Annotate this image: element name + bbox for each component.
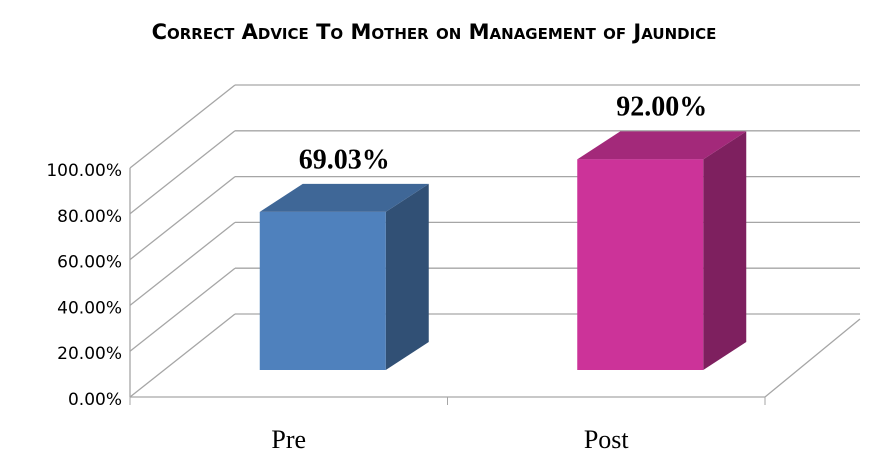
y-tick-label: 60.00% xyxy=(57,253,122,273)
side-grid-line xyxy=(129,267,236,352)
bar xyxy=(577,159,704,370)
chart-title: Correct Advice To Mother on Management o… xyxy=(152,20,717,44)
data-label: 69.03% xyxy=(299,144,390,175)
data-label: 92.00% xyxy=(616,92,707,123)
floor-edge xyxy=(130,318,861,398)
side-grid-line xyxy=(129,221,236,306)
bar xyxy=(259,211,386,370)
bar-top xyxy=(577,131,747,160)
x-tick-label: Pre xyxy=(271,425,306,454)
bar-top xyxy=(259,183,429,212)
y-tick-label: 20.00% xyxy=(57,344,122,364)
y-tick-label: 40.00% xyxy=(57,298,122,318)
side-grid-line xyxy=(129,84,236,169)
y-tick-label: 0.00% xyxy=(68,390,122,410)
y-tick-label: 100.00% xyxy=(46,161,122,181)
side-grid-line xyxy=(129,130,236,215)
side-grid-line xyxy=(129,313,236,398)
y-tick-label: 80.00% xyxy=(57,207,122,227)
x-tick-label: Post xyxy=(584,425,630,454)
bar-side xyxy=(385,183,429,370)
side-grid-line xyxy=(129,176,236,261)
bar-side xyxy=(703,131,747,370)
